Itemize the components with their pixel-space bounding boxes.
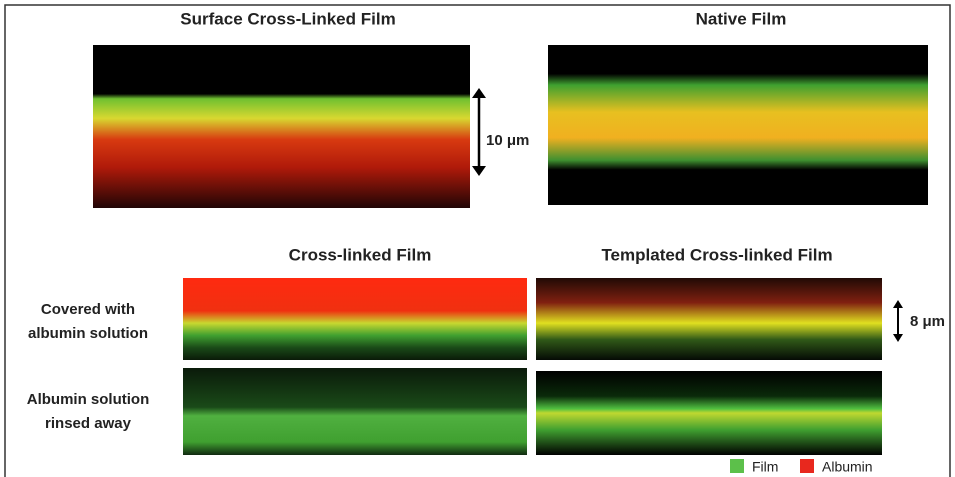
micrograph: [93, 45, 470, 208]
panel-title: Templated Cross-linked Film: [601, 245, 832, 264]
micrograph: [548, 45, 928, 205]
legend-label: Albumin: [822, 459, 873, 475]
panel-title: Native Film: [696, 9, 787, 28]
row-label: Covered with: [41, 301, 135, 318]
row-label: Albumin solution: [27, 391, 149, 408]
figure: Surface Cross-Linked Film Native Film 10…: [0, 0, 955, 477]
panel-title: Cross-linked Film: [289, 245, 432, 264]
micrograph: [536, 278, 882, 360]
micrograph: [536, 371, 882, 455]
row-label: albumin solution: [28, 325, 148, 342]
legend-swatch: [730, 459, 744, 473]
micrograph: [183, 368, 527, 455]
panel-title: Surface Cross-Linked Film: [180, 9, 395, 28]
legend-label: Film: [752, 459, 778, 475]
scale-arrow: [472, 88, 486, 176]
row-label: rinsed away: [45, 415, 132, 432]
scale-label: 8 μm: [910, 313, 945, 330]
scale-label: 10 μm: [486, 132, 529, 149]
scale-arrow: [893, 300, 903, 342]
micrograph: [183, 278, 527, 360]
legend-swatch: [800, 459, 814, 473]
